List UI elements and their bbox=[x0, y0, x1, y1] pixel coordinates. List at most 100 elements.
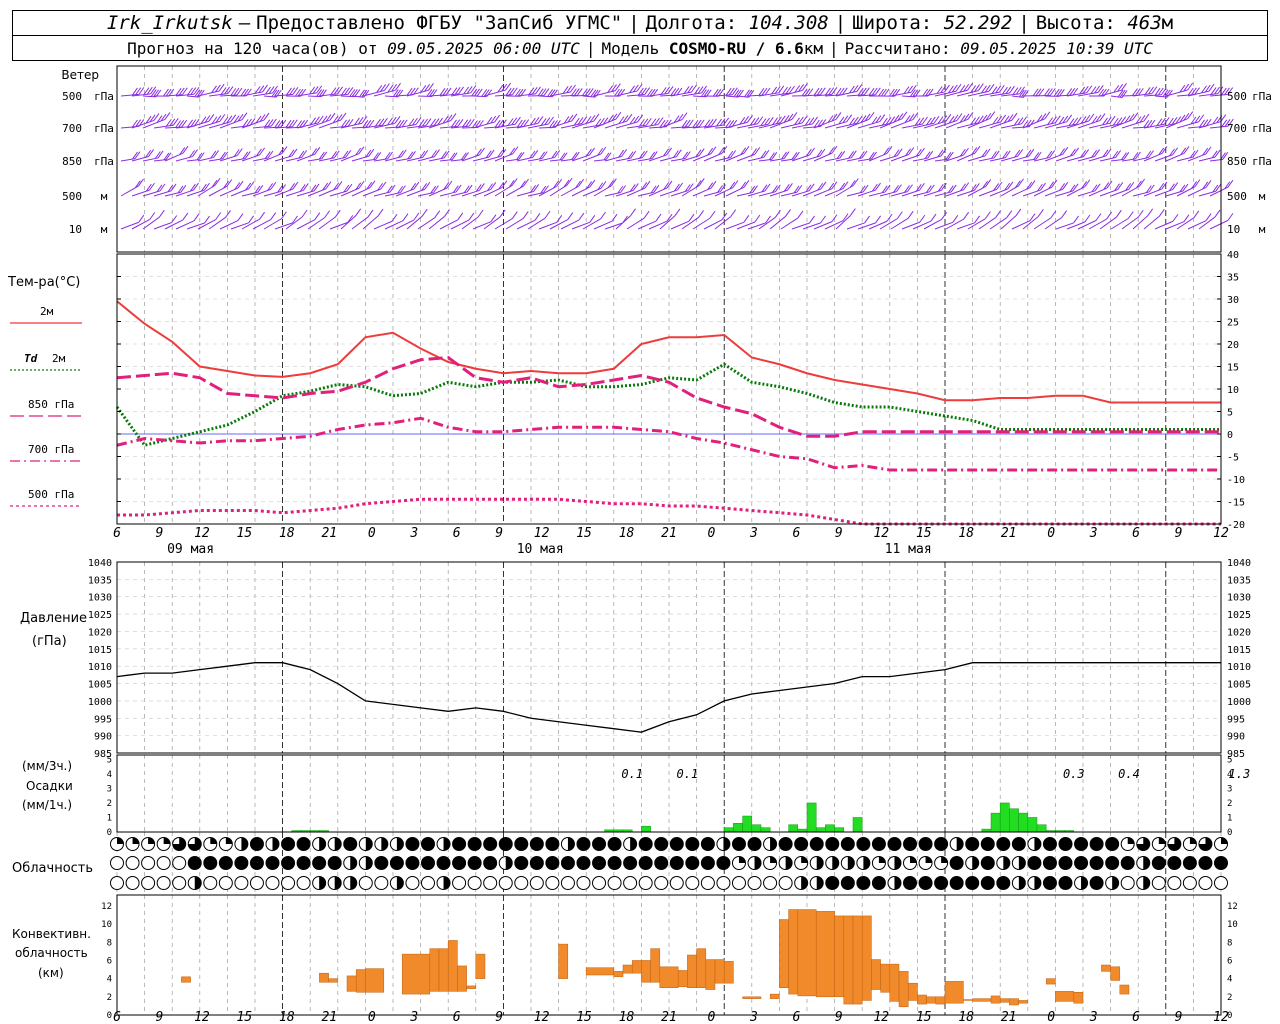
wind-barb-shaft bbox=[615, 215, 631, 230]
cloud-symbol-ring bbox=[778, 876, 793, 890]
temp-ytick-right: 25 bbox=[1227, 318, 1239, 329]
conv-cloud-bar bbox=[631, 960, 642, 974]
wind-barb-feather bbox=[937, 149, 944, 158]
wind-barb-feather bbox=[182, 145, 189, 154]
wind-barb-feather bbox=[1192, 149, 1199, 158]
wind-barb-feather bbox=[681, 119, 688, 128]
wind-barb-feather bbox=[644, 87, 651, 95]
wind-barb-feather bbox=[817, 119, 824, 128]
wind-barb-feather bbox=[497, 149, 504, 158]
wind-barb-feather bbox=[132, 87, 138, 96]
wind-barb-feather bbox=[442, 115, 449, 124]
wind-barb-feather bbox=[1035, 88, 1042, 96]
wind-barb-feather bbox=[585, 148, 592, 157]
wind-barb-feather bbox=[384, 151, 391, 160]
cloud-symbol-fill bbox=[738, 856, 746, 863]
wind-barb-feather bbox=[501, 119, 507, 128]
cloud-symbol-ring bbox=[669, 876, 684, 890]
cloud-symbol-fill bbox=[748, 837, 762, 851]
wind-barb-feather bbox=[838, 116, 845, 125]
x-tick-label: 18 bbox=[279, 1010, 295, 1024]
wind-barb-feather bbox=[687, 85, 694, 94]
prec-ytick-right: 0 bbox=[1227, 828, 1232, 838]
wind-barb-feather bbox=[971, 147, 978, 155]
wind-barb-shaft bbox=[978, 217, 996, 230]
wind-barb-feather bbox=[1117, 84, 1124, 92]
wind-barb-feather bbox=[908, 113, 915, 122]
wind-barb-feather bbox=[985, 179, 992, 187]
wind-barb-feather bbox=[1227, 87, 1234, 95]
wind-barb-feather bbox=[1007, 181, 1014, 190]
wind-barb-feather bbox=[743, 145, 750, 154]
temp-legend-item: 2м bbox=[10, 305, 82, 324]
wind-barb-feather bbox=[457, 212, 464, 221]
cloud-symbol-ring bbox=[467, 876, 482, 890]
wind-barb-feather bbox=[517, 88, 524, 97]
x-tick-label: 12 bbox=[1213, 526, 1229, 541]
wind-barb-feather bbox=[849, 117, 855, 126]
wind-barb-feather bbox=[395, 82, 401, 91]
wind-barb-feather bbox=[1224, 119, 1231, 127]
wind-barb-feather bbox=[346, 183, 353, 192]
wind-barb-feather bbox=[732, 87, 738, 95]
x-tick-label: 6 bbox=[1132, 526, 1140, 541]
wind-barb-shaft bbox=[285, 216, 303, 230]
cloud-symbol-fill bbox=[919, 876, 933, 890]
x-tick-label: 15 bbox=[916, 1010, 932, 1024]
cloud-symbol-ring bbox=[716, 876, 731, 890]
wind-barb-feather bbox=[1094, 85, 1100, 94]
conv-cloud-bar bbox=[429, 948, 440, 992]
wind-barb-feather bbox=[355, 208, 362, 217]
x-tick-label: 0 bbox=[1047, 1010, 1055, 1024]
x-tick-label: 3 bbox=[749, 526, 758, 541]
wind-barb-feather bbox=[437, 117, 443, 126]
cloud-symbol-fill bbox=[241, 837, 248, 851]
wind-barb-feather bbox=[791, 112, 798, 120]
wind-barb-feather bbox=[963, 113, 970, 122]
wind-barb-feather bbox=[1090, 86, 1097, 94]
wind-barb-shaft bbox=[472, 221, 492, 230]
wind-barb-feather bbox=[421, 208, 428, 217]
wind-barb-feather bbox=[936, 86, 943, 94]
cloud-symbol-ring bbox=[141, 856, 156, 870]
legend-label: 700 гПа bbox=[28, 443, 74, 456]
wind-barb-feather bbox=[688, 213, 695, 222]
wind-barb-feather bbox=[530, 184, 537, 193]
wind-barb-feather bbox=[298, 150, 305, 159]
wind-barb-shaft bbox=[527, 217, 546, 230]
wind-barb-feather bbox=[622, 115, 629, 123]
wind-barb-feather bbox=[603, 152, 610, 161]
pres-ytick-left: 990 bbox=[94, 732, 112, 743]
precip-title: Осадки bbox=[26, 779, 73, 793]
cloud-symbol-ring bbox=[234, 876, 249, 890]
wind-barb-feather bbox=[476, 88, 483, 97]
panel-frame-conv bbox=[116, 894, 1222, 1016]
wind-barb-feather bbox=[540, 185, 547, 194]
wind-barb-shaft bbox=[571, 221, 590, 230]
x-tick-label: 0 bbox=[708, 1010, 716, 1024]
wind-barb-feather bbox=[875, 215, 882, 224]
wind-barb-feather bbox=[675, 149, 682, 158]
wind-barb-feather bbox=[401, 119, 408, 128]
wind-barb-feather bbox=[771, 152, 778, 160]
cloud-symbol-fill bbox=[1043, 876, 1057, 890]
wind-barb-feather bbox=[280, 184, 286, 192]
wind-barb-feather bbox=[1018, 89, 1025, 98]
conv-cloud-bar bbox=[401, 953, 431, 995]
wind-barb-feather bbox=[431, 150, 437, 158]
wind-barb-feather bbox=[1116, 117, 1123, 125]
cloud-symbol-fill bbox=[623, 856, 637, 870]
wind-barb-feather bbox=[1194, 87, 1200, 95]
cloud-symbol-fill bbox=[1012, 837, 1026, 851]
wind-barb-feather bbox=[605, 152, 612, 160]
wind-barb-feather bbox=[1044, 88, 1050, 96]
wind-barb-feather bbox=[377, 208, 384, 217]
wind-barb-feather bbox=[868, 112, 875, 120]
cloud-symbol-fill bbox=[561, 856, 575, 870]
wind-barb-feather bbox=[1014, 180, 1021, 189]
wind-barb-shaft bbox=[1132, 215, 1149, 230]
cloud-symbol-fill bbox=[981, 837, 995, 851]
wind-barb-feather bbox=[959, 115, 966, 123]
wind-barb-feather bbox=[397, 150, 404, 158]
wind-barb-feather bbox=[314, 146, 321, 155]
